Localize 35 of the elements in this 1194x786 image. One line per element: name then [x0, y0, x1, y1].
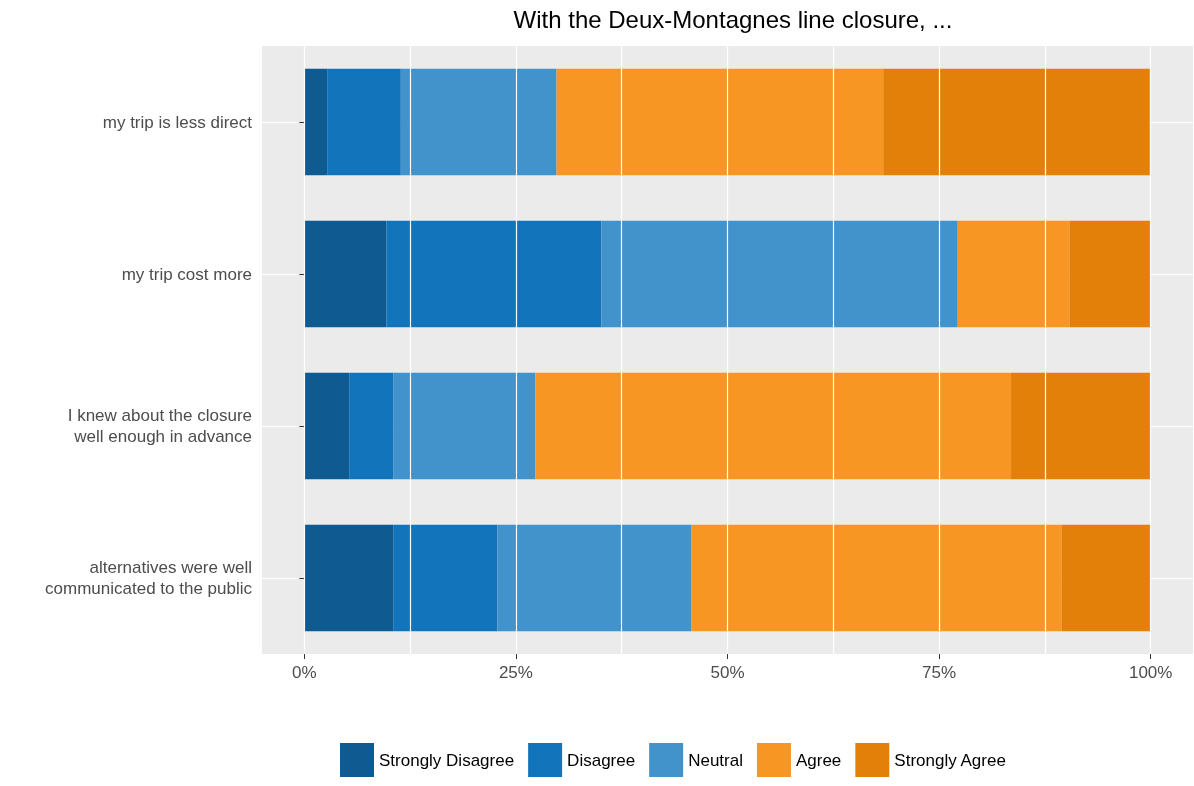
y-tick-label: my trip cost more [121, 264, 252, 284]
bar [393, 524, 498, 632]
bar [691, 524, 1062, 632]
bar [304, 372, 350, 480]
bar [304, 220, 387, 328]
bar [1011, 372, 1151, 480]
bar [1069, 220, 1151, 328]
bar [1061, 524, 1151, 632]
y-tick-label: my trip is less direct [102, 112, 253, 132]
legend-label: Neutral [688, 750, 743, 770]
bar [304, 524, 394, 632]
y-tick-label: alternatives were well communicated to the public [45, 558, 253, 598]
bar [497, 524, 692, 632]
chart-title: With the Deux-Montagnes line closure, ... [513, 5, 953, 33]
bar [400, 68, 557, 176]
bar [393, 372, 536, 480]
bar [883, 68, 1150, 176]
x-tick-label: 0% [292, 663, 317, 682]
bar [556, 68, 884, 176]
legend-label: Agree [795, 750, 842, 770]
x-tick-label: 75% [922, 663, 957, 682]
bar [349, 372, 394, 480]
y-tick-label: I knew about the closure well enough in advance [67, 406, 252, 446]
bar [957, 220, 1070, 328]
legend-label: Strongly Disagree [379, 750, 515, 770]
legend-label: Strongly Agree [894, 750, 1006, 770]
x-tick-label: 100% [1128, 663, 1173, 682]
legend-label: Disagree [567, 750, 636, 770]
bar [327, 68, 401, 176]
bar [386, 220, 602, 328]
bar [535, 372, 1012, 480]
x-tick-label: 50% [710, 663, 745, 682]
x-tick-label: 25% [498, 663, 533, 682]
bar [601, 220, 958, 328]
bar [304, 68, 328, 176]
